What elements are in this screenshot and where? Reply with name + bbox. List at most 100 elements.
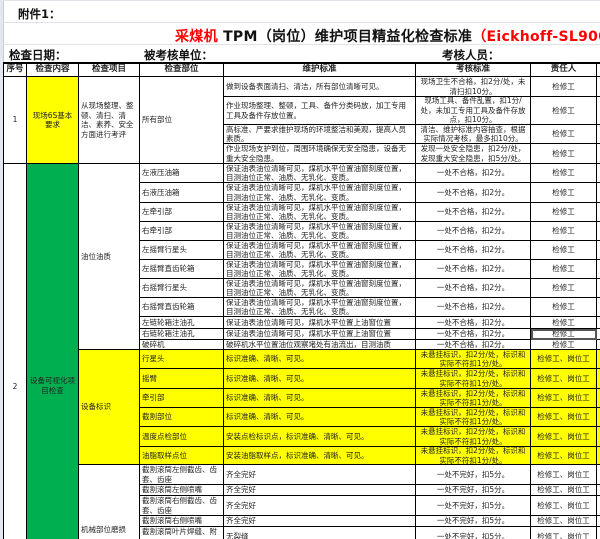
standard-cell[interactable]: 保证油表油位清晰可见，煤机水平位置油窗刻度位置，目测油位正常、油质、无乳化、变质…	[224, 183, 416, 203]
section1-item[interactable]: 从现场整理、整顿、清扫、清洁、素养、安全方面进行考评	[79, 77, 140, 164]
standard-cell[interactable]: 齐全完好	[224, 516, 416, 527]
assessment-cell[interactable]: 一处不合格，扣2分。	[416, 183, 531, 203]
owner-cell[interactable]: 检修工	[531, 222, 597, 241]
section2-no[interactable]: 2	[3, 164, 27, 539]
standard-cell[interactable]: 安装点检标识点，标识准确、清晰、可见。	[224, 427, 416, 447]
standard-cell[interactable]: 保证油表油位清晰可见，煤机水平位置油窗刻度位置，目测油位正常、油质、无乳化、变质…	[224, 298, 416, 317]
part-cell[interactable]: 行星头	[140, 350, 224, 369]
assessment-cell[interactable]: 未悬挂标识，扣2分/处，标识和实际不符扣1分/处。	[416, 369, 531, 389]
owner-cell[interactable]: 检修工	[531, 164, 597, 183]
part-cell[interactable]: 左牵引部	[140, 203, 224, 222]
section1-no[interactable]: 1	[3, 77, 27, 164]
owner-cell[interactable]: 检修工	[531, 298, 597, 317]
part-cell[interactable]: 右摇臂行星头	[140, 279, 224, 298]
standard-cell[interactable]: 齐全完好	[224, 496, 416, 516]
assessment-cell[interactable]: 一处不合格，扣2分。	[416, 279, 531, 298]
owner-cell[interactable]: 检修工、岗位工	[531, 465, 597, 485]
assessment-cell[interactable]: 清洁、维护标准内容抽查，根据实际情况考核，最多扣10分。	[416, 125, 531, 144]
wear-item[interactable]: 机械部位磨损	[79, 465, 140, 539]
assessment-cell[interactable]: 一处不合格，扣2分。	[416, 260, 531, 279]
part-cell[interactable]: 左摇臂直齿轮箱	[140, 260, 224, 279]
part-cell[interactable]: 左液压油箱	[140, 164, 224, 183]
standard-cell[interactable]: 作业现场整理、整顿，工具、备件分类码放，加工专用工具及备件存放位置。	[224, 97, 416, 125]
part-cell[interactable]: 破碎机	[140, 340, 224, 350]
part-cell[interactable]: 左链轮箱注油孔	[140, 317, 224, 329]
standard-cell[interactable]: 标识准确、清晰、可见。	[224, 350, 416, 369]
standard-cell[interactable]: 保证油表油位清晰可见，煤机水平位置油窗刻度位置，目测油位正常、油质、无乳化、变质…	[224, 222, 416, 241]
assessment-cell[interactable]: 一处不完好，扣5分。	[416, 496, 531, 516]
owner-cell[interactable]: 检修工	[531, 279, 597, 298]
standard-cell[interactable]: 高标准、严要求维护现场的环境整洁和美观，提高人员素质。	[224, 125, 416, 144]
part-cell[interactable]: 截割滚筒左侧喷嘴	[140, 485, 224, 496]
part-cell[interactable]: 摇臂	[140, 369, 224, 389]
owner-cell[interactable]: 检修工	[531, 340, 597, 350]
oil-item[interactable]: 油位油质	[79, 164, 140, 350]
owner-cell[interactable]: 检修工	[531, 125, 597, 144]
assessment-cell[interactable]: 发现一处安全隐患，扣2分/处，发现重大安全隐患，扣5分/处。	[416, 144, 531, 164]
owner-cell[interactable]: 检修工	[531, 203, 597, 222]
assessment-cell[interactable]: 一处不合格，扣2分。	[416, 241, 531, 260]
standard-cell[interactable]: 标识准确、清晰、可见。	[224, 408, 416, 427]
assessment-cell[interactable]: 一处不合格，扣2分。	[416, 340, 531, 350]
owner-cell[interactable]: 检修工	[531, 97, 597, 125]
owner-cell[interactable]: 检修工、岗位工	[531, 408, 597, 427]
assessment-cell[interactable]: 一处不合格，扣2分。	[416, 203, 531, 222]
assessment-cell[interactable]: 一处不完好，扣5分。	[416, 516, 531, 527]
standard-cell[interactable]: 保证油表油位清晰可见，煤机水平位置油窗刻度位置，目测油位正常、油质、无乳化、变质…	[224, 241, 416, 260]
standard-cell[interactable]: 做到设备表面清扫、清洁，所有部位清晰可见。	[224, 77, 416, 97]
owner-cell[interactable]: 检修工、岗位工	[531, 485, 597, 496]
standard-cell[interactable]: 保证油表油位清晰可见，煤机水平位置上油窗位置	[224, 329, 416, 340]
assessment-cell[interactable]: 现场工具、备件乱置，扣1分/处，未加工专用工具及备件存放点，扣10分。	[416, 97, 531, 125]
part-cell[interactable]: 左摇臂行星头	[140, 241, 224, 260]
assessment-cell[interactable]: 未悬挂标识，扣2分/处，标识和实际不符扣1分/处。	[416, 447, 531, 465]
owner-cell[interactable]: 检修工、岗位工	[531, 516, 597, 527]
selected-owner-cell[interactable]: 检修工	[531, 329, 597, 340]
part-cell[interactable]: 截割滚筒右侧截齿、齿套、齿座	[140, 496, 224, 516]
owner-cell[interactable]: 检修工、岗位工	[531, 427, 597, 447]
standard-cell[interactable]: 齐全完好	[224, 485, 416, 496]
section2-content[interactable]: 设备可视化项目检查	[27, 164, 79, 539]
standard-cell[interactable]: 保证油表油位清晰可见，煤机水平位置油窗刻度位置，目测油位正常、油质、无乳化、变质…	[224, 279, 416, 298]
standard-cell[interactable]: 保证油表油位清晰可见，煤机水平位置上油窗位置	[224, 317, 416, 329]
assessment-cell[interactable]: 未悬挂标识，扣2分/处，标识和实际不符扣1分/处。	[416, 389, 531, 408]
assessment-cell[interactable]: 一处不合格，扣2分。	[416, 222, 531, 241]
section1-content[interactable]: 现场6S基本要求	[27, 77, 79, 164]
owner-cell[interactable]: 检修工	[531, 317, 597, 329]
owner-cell[interactable]: 检修工	[531, 77, 597, 97]
part-cell[interactable]: 截割滚筒右侧喷嘴	[140, 516, 224, 527]
owner-cell[interactable]: 检修工、岗位工	[531, 447, 597, 465]
part-cell[interactable]: 截割滚筒叶片焊缝、附	[140, 527, 224, 539]
standard-cell[interactable]: 保证油表油位清晰可见，煤机水平位置油窗刻度位置，目测油位正常、油质、无乳化、变质…	[224, 260, 416, 279]
part-cell[interactable]: 右链轮箱注油孔	[140, 329, 224, 340]
assessment-cell[interactable]: 一处不合格，扣2分。	[416, 329, 531, 340]
standard-cell[interactable]: 标识准确、清晰、可见。	[224, 369, 416, 389]
part-cell[interactable]: 右摇臂直齿轮箱	[140, 298, 224, 317]
assessment-cell[interactable]: 一处不完好，扣5分。	[416, 527, 531, 539]
assessment-cell[interactable]: 一处不完好，扣5分。	[416, 465, 531, 485]
assessment-cell[interactable]: 一处不完好，扣5分。	[416, 485, 531, 496]
standard-cell[interactable]: 安装油脂取样点，标识准确、清晰、可见。	[224, 447, 416, 465]
standard-cell[interactable]: 保证油表油位清晰可见，煤机水平位置油窗刻度位置，目测油位正常、油质、无乳化、变质…	[224, 164, 416, 183]
owner-cell[interactable]: 检修工、岗位工	[531, 496, 597, 516]
part-cell[interactable]: 油脂取样点位	[140, 447, 224, 465]
assessment-cell[interactable]: 未悬挂标识，扣2分/处，标识和实际不符扣1分/处。	[416, 408, 531, 427]
section1-part[interactable]: 所有部位	[140, 77, 224, 164]
assessment-cell[interactable]: 未悬挂标识，扣2分/处，标识和实际不符扣1分/处。	[416, 350, 531, 369]
owner-cell[interactable]: 检修工、岗位工	[531, 389, 597, 408]
standard-cell[interactable]: 无裂缝	[224, 527, 416, 539]
part-cell[interactable]: 温度点检部位	[140, 427, 224, 447]
standard-cell[interactable]: 作业现场支护到位，周围环境确保无安全隐患，设备无重大安全隐患。	[224, 144, 416, 164]
owner-cell[interactable]: 检修工	[531, 183, 597, 203]
owner-cell[interactable]: 检修工、岗位工	[531, 350, 597, 369]
assessment-cell[interactable]: 现场卫生不合格，扣2分/处，未清扫扣10分。	[416, 77, 531, 97]
standard-cell[interactable]: 破碎机水平位置油位观察堵处有油流出，目测油质	[224, 340, 416, 350]
owner-cell[interactable]: 检修工、岗位工	[531, 369, 597, 389]
part-cell[interactable]: 截割滚筒左侧截齿、齿套、齿座	[140, 465, 224, 485]
owner-cell[interactable]: 检修工	[531, 144, 597, 164]
owner-cell[interactable]: 检修工	[531, 241, 597, 260]
signs-item[interactable]: 设备标识	[79, 350, 140, 465]
part-cell[interactable]: 右液压油箱	[140, 183, 224, 203]
assessment-cell[interactable]: 一处不合格，扣2分。	[416, 317, 531, 329]
assessment-cell[interactable]: 未悬挂标识，扣2分/处，标识和实际不符扣1分/处。	[416, 427, 531, 447]
assessment-cell[interactable]: 一处不合格，扣2分。	[416, 164, 531, 183]
